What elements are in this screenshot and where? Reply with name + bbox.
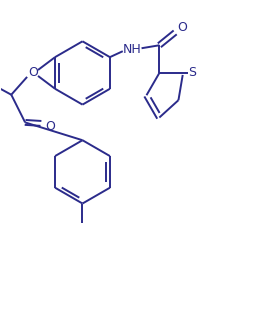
Text: NH: NH [122, 43, 140, 56]
Text: O: O [28, 66, 38, 80]
Text: S: S [188, 66, 196, 80]
Text: O: O [177, 21, 186, 34]
Text: O: O [45, 120, 55, 133]
